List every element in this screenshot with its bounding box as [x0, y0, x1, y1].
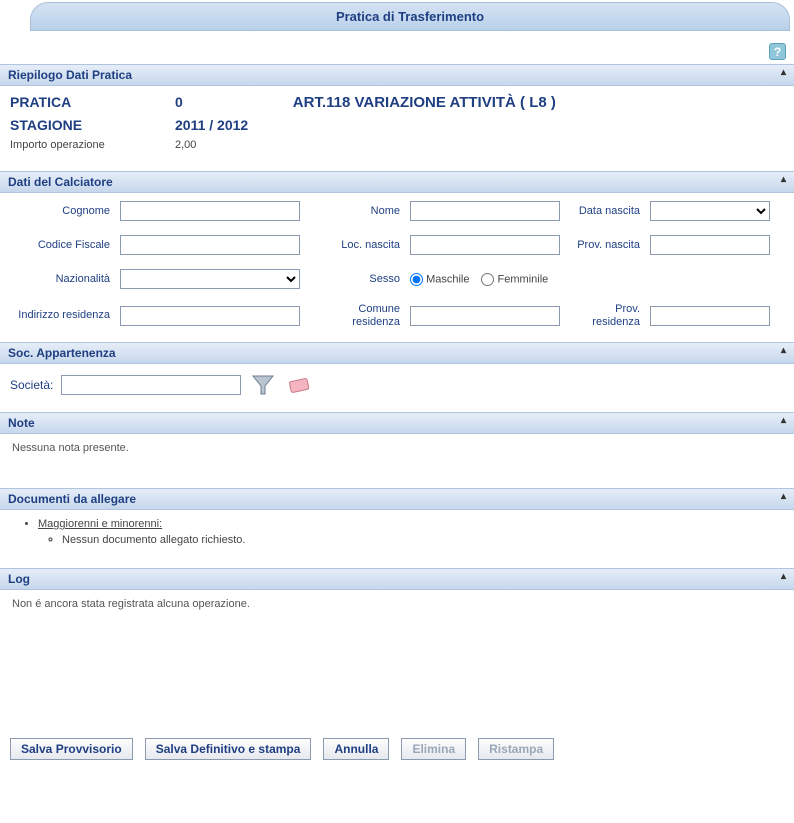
stagione-from: 2011 [175, 117, 205, 133]
collapse-icon[interactable]: ▴ [781, 571, 786, 582]
collapse-icon[interactable]: ▴ [781, 174, 786, 185]
label-importo: Importo operazione [10, 139, 175, 151]
societa-body: Società: [0, 364, 794, 412]
documenti-item: Nessun documento allegato richiesto. [62, 534, 784, 546]
stagione-to: 2012 [217, 117, 248, 133]
label-societa: Società: [10, 378, 53, 392]
button-bar: Salva Provvisorio Salva Definitivo e sta… [0, 730, 794, 762]
section-header-documenti: Documenti da allegare ▴ [0, 488, 794, 510]
spacer [0, 630, 794, 730]
filter-icon[interactable] [249, 372, 277, 398]
section-title-log: Log [8, 572, 30, 586]
label-cognome: Cognome [10, 205, 110, 218]
section-header-note: Note ▴ [0, 412, 794, 434]
label-data-nascita: Data nascita [570, 205, 640, 218]
help-icon[interactable]: ? [769, 43, 786, 60]
sesso-femminile-option[interactable]: Femminile [481, 273, 548, 286]
value-pratica: 0 [175, 94, 183, 110]
log-text: Non é ancora stata registrata alcuna ope… [10, 592, 784, 616]
value-importo: 2,00 [175, 139, 196, 151]
sesso-femminile-radio[interactable] [481, 273, 494, 286]
section-title-summary: Riepilogo Dati Pratica [8, 68, 132, 82]
indirizzo-residenza-input[interactable] [120, 306, 300, 326]
prov-residenza-input[interactable] [650, 306, 770, 326]
collapse-icon[interactable]: ▴ [781, 67, 786, 78]
section-title-calciatore: Dati del Calciatore [8, 175, 113, 189]
sesso-femminile-label: Femminile [498, 273, 549, 285]
prov-nascita-input[interactable] [650, 235, 770, 255]
collapse-icon[interactable]: ▴ [781, 415, 786, 426]
documenti-body: Maggiorenni e minorenni: Nessun document… [0, 510, 794, 568]
label-nazionalita: Nazionalità [10, 273, 110, 286]
label-pratica: PRATICA [10, 94, 175, 110]
help-bar: ? [0, 31, 794, 64]
label-stagione: STAGIONE [10, 117, 175, 133]
salva-definitivo-button[interactable]: Salva Definitivo e stampa [145, 738, 312, 760]
collapse-icon[interactable]: ▴ [781, 491, 786, 502]
value-article: ART.118 VARIAZIONE ATTIVITÀ ( L8 ) [293, 94, 556, 111]
annulla-button[interactable]: Annulla [323, 738, 389, 760]
label-codice-fiscale: Codice Fiscale [10, 239, 110, 252]
label-prov-nascita: Prov. nascita [570, 239, 640, 252]
data-nascita-select[interactable] [650, 201, 770, 221]
section-header-calciatore: Dati del Calciatore ▴ [0, 171, 794, 193]
section-title-documenti: Documenti da allegare [8, 492, 136, 506]
documenti-group: Maggiorenni e minorenni: Nessun document… [38, 518, 784, 546]
section-title-societa: Soc. Appartenenza [8, 346, 116, 360]
codice-fiscale-input[interactable] [120, 235, 300, 255]
calciatore-body: Cognome Nome Data nascita Codice Fiscale… [0, 193, 794, 342]
page-title: Pratica di Trasferimento [336, 9, 484, 24]
label-comune-residenza: Comune residenza [310, 303, 400, 328]
summary-body: PRATICA 0 ART.118 VARIAZIONE ATTIVITÀ ( … [0, 86, 794, 171]
collapse-icon[interactable]: ▴ [781, 345, 786, 356]
section-header-log: Log ▴ [0, 568, 794, 590]
stagione-slash: / [209, 117, 217, 133]
nome-input[interactable] [410, 201, 560, 221]
note-text: Nessuna nota presente. [10, 436, 784, 460]
sesso-maschile-label: Maschile [426, 273, 469, 285]
section-header-summary: Riepilogo Dati Pratica ▴ [0, 64, 794, 86]
sesso-maschile-radio[interactable] [410, 273, 423, 286]
elimina-button: Elimina [401, 738, 466, 760]
page-title-bar: Pratica di Trasferimento [30, 2, 790, 31]
societa-input[interactable] [61, 375, 241, 395]
salva-provvisorio-button[interactable]: Salva Provvisorio [10, 738, 133, 760]
sesso-maschile-option[interactable]: Maschile [410, 273, 469, 286]
section-header-societa: Soc. Appartenenza ▴ [0, 342, 794, 364]
section-title-note: Note [8, 416, 35, 430]
label-prov-residenza: Prov. residenza [570, 303, 640, 328]
cognome-input[interactable] [120, 201, 300, 221]
value-stagione: 2011 / 2012 [175, 117, 248, 133]
label-indirizzo-residenza: Indirizzo residenza [10, 309, 110, 322]
label-nome: Nome [310, 205, 400, 218]
eraser-icon[interactable] [285, 372, 313, 398]
log-body: Non é ancora stata registrata alcuna ope… [0, 590, 794, 630]
comune-residenza-input[interactable] [410, 306, 560, 326]
loc-nascita-input[interactable] [410, 235, 560, 255]
ristampa-button: Ristampa [478, 738, 554, 760]
note-body: Nessuna nota presente. [0, 434, 794, 488]
label-sesso: Sesso [310, 273, 400, 286]
documenti-group-title: Maggiorenni e minorenni: [38, 518, 162, 530]
nazionalita-select[interactable] [120, 269, 300, 289]
label-loc-nascita: Loc. nascita [310, 239, 400, 252]
